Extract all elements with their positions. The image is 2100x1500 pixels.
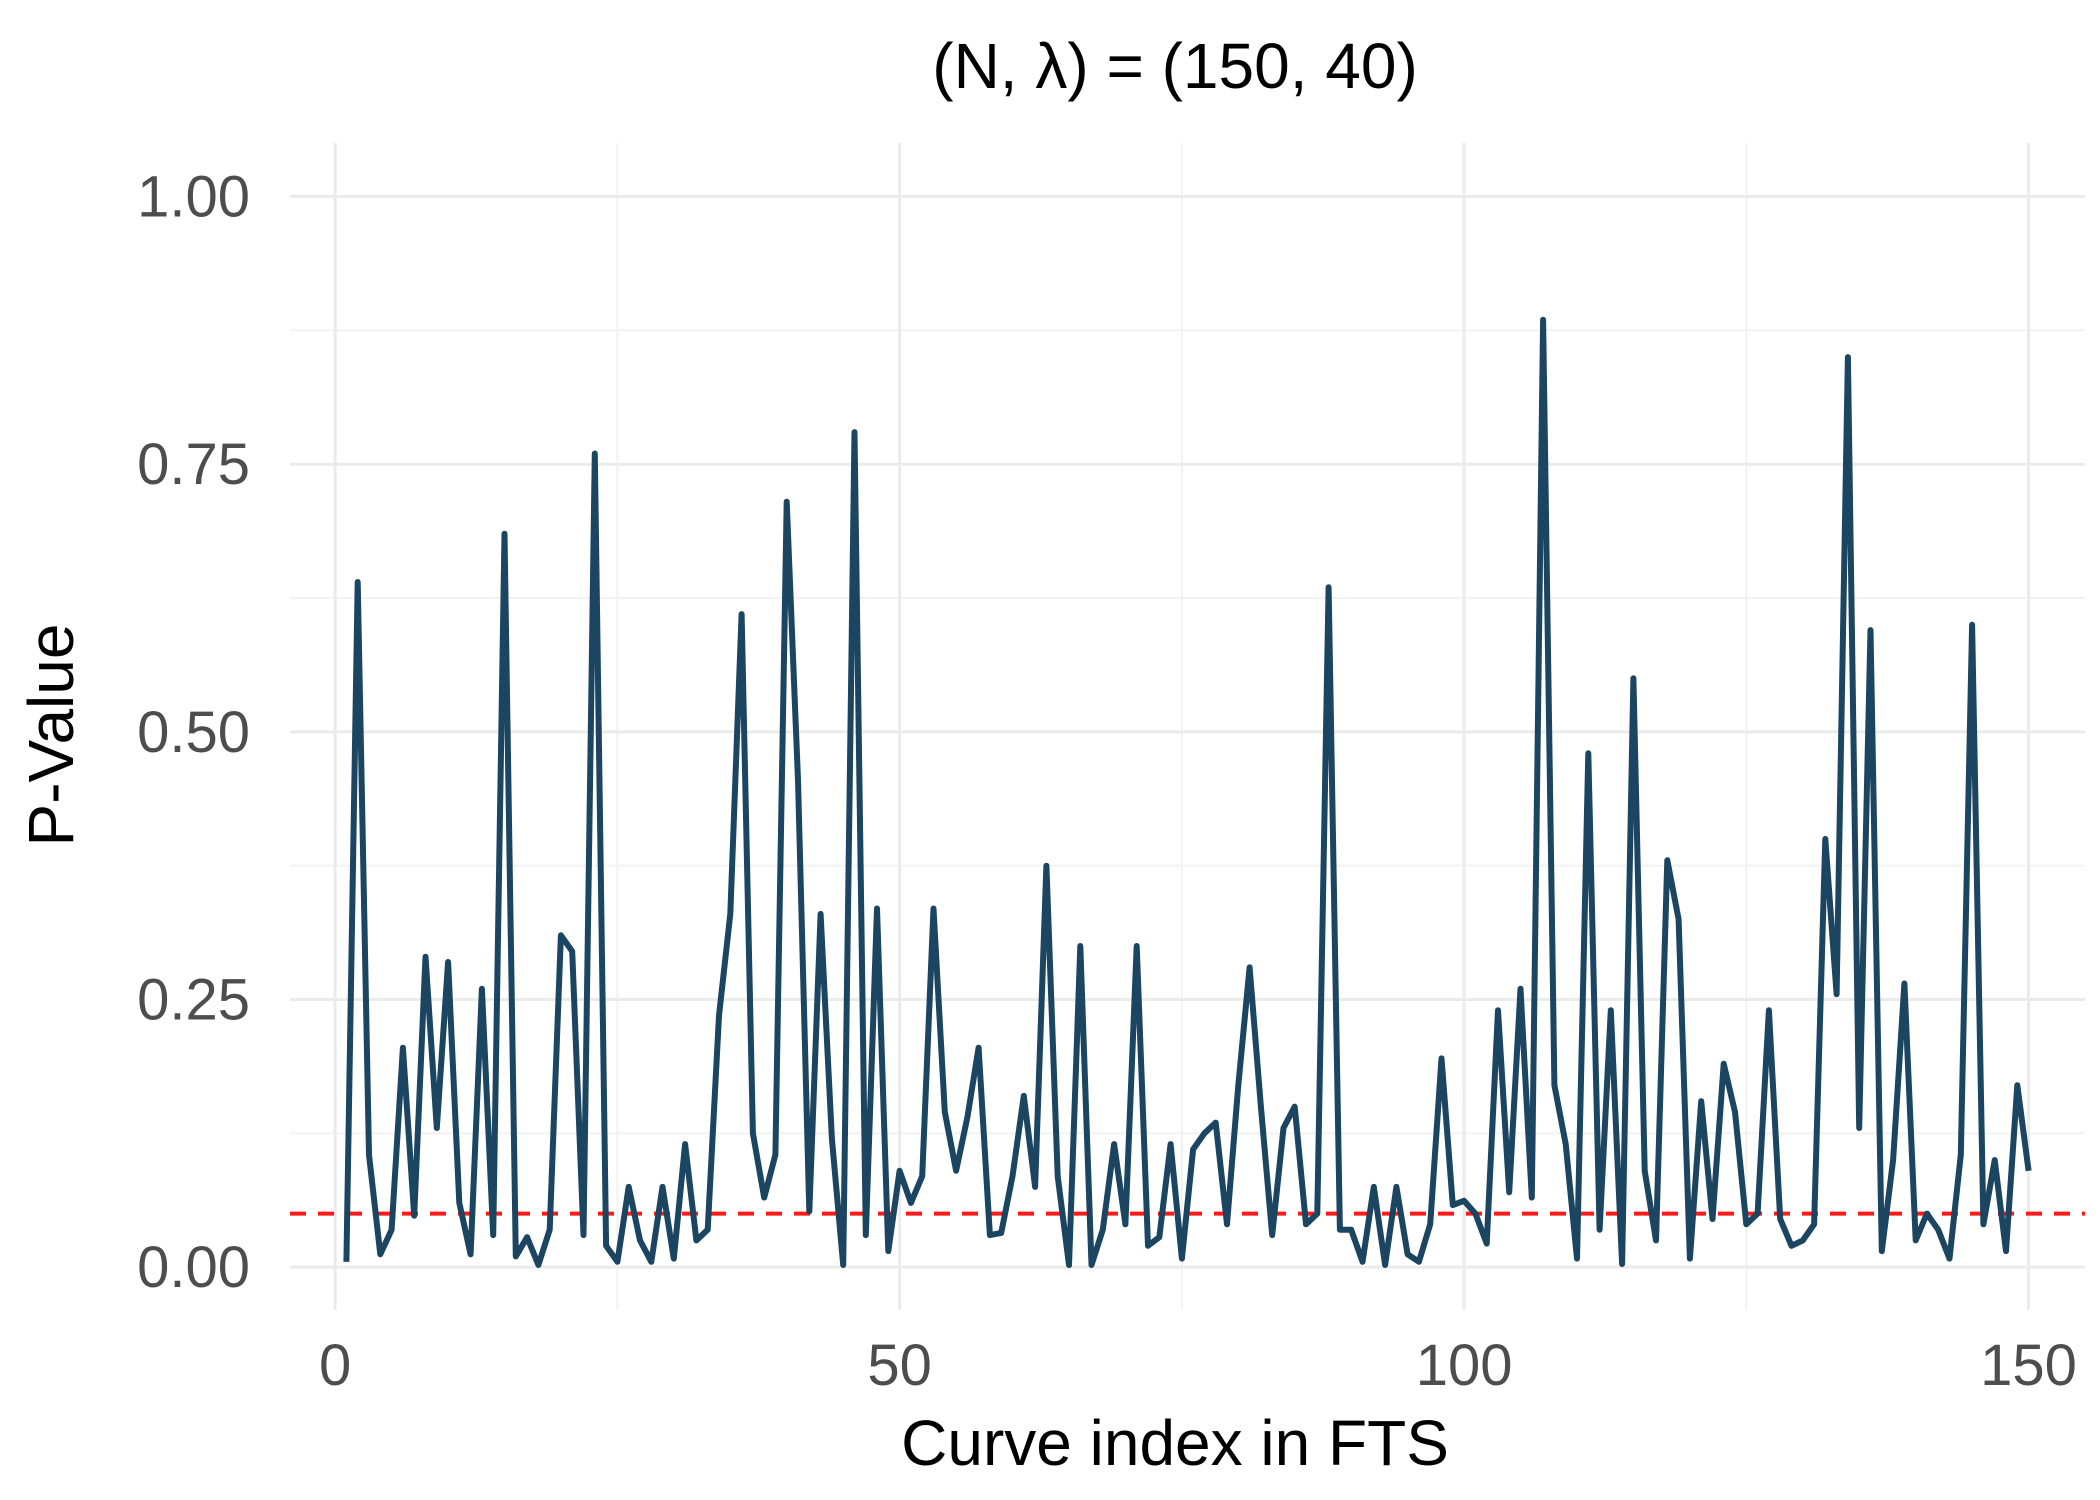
x-axis-tick-labels: 0 50 100 150 <box>319 1333 2077 1398</box>
y-tick-label: 1.00 <box>137 165 250 230</box>
chart-title: (N, λ) = (150, 40) <box>932 30 1418 102</box>
x-tick-label: 100 <box>1416 1333 1513 1398</box>
x-tick-label: 150 <box>1980 1333 2077 1398</box>
y-tick-label: 0.00 <box>137 1235 250 1300</box>
x-tick-label: 0 <box>319 1333 351 1398</box>
x-axis-title: Curve index in FTS <box>901 1407 1449 1479</box>
series-layer <box>343 316 2032 1268</box>
y-axis-tick-labels: 0.00 0.25 0.50 0.75 1.00 <box>137 165 250 1301</box>
grid-lines <box>290 143 2085 1310</box>
series-line-0 <box>343 316 2032 1268</box>
y-axis-title: P-Value <box>15 624 87 847</box>
y-tick-label: 0.50 <box>137 700 250 765</box>
x-tick-label: 50 <box>867 1333 932 1398</box>
y-tick-label: 0.75 <box>137 432 250 497</box>
y-tick-label: 0.25 <box>137 968 250 1033</box>
